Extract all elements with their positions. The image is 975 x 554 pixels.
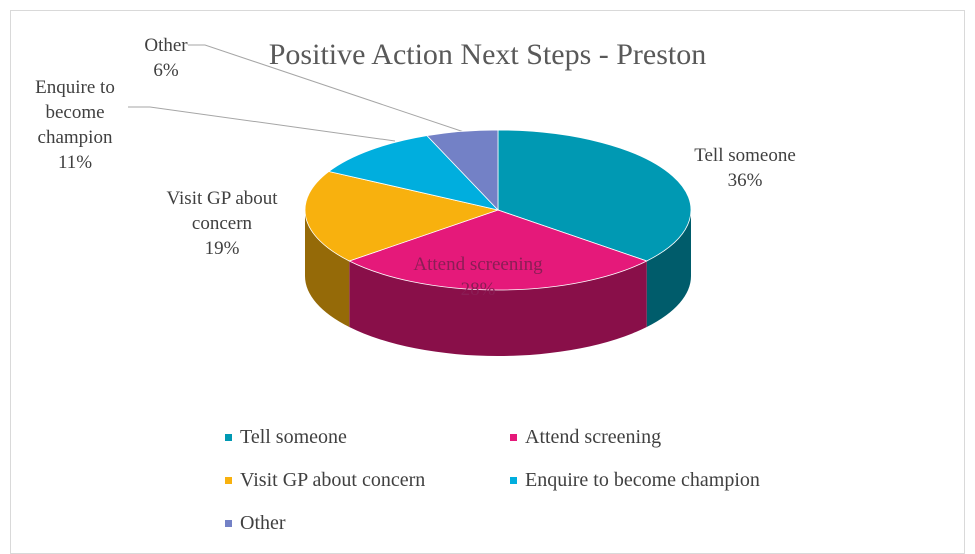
legend-label: Enquire to become champion (525, 468, 760, 491)
value-label: 19% (204, 238, 240, 259)
category-label: Attend screening (413, 254, 543, 275)
chart-title: Positive Action Next Steps - Preston (268, 38, 707, 71)
slice (327, 135, 500, 211)
category-label: Other (144, 35, 188, 56)
legend-label: Attend screening (525, 425, 662, 448)
legend-item: Attend screening (510, 424, 661, 450)
data-label: Attend screening 28% (380, 252, 576, 302)
slice (426, 129, 499, 211)
value-label: 6% (153, 60, 179, 81)
legend-label: Tell someone (240, 425, 347, 448)
legend-swatch (225, 433, 232, 441)
category-label: Tell someone (694, 145, 796, 166)
legend-swatch (510, 433, 517, 441)
data-label: Tell someone 36% (660, 143, 830, 193)
slice-side (305, 210, 350, 327)
data-label: Other 6% (126, 33, 206, 83)
leader-line (128, 106, 396, 142)
slice (497, 129, 692, 262)
value-label: 11% (57, 152, 93, 173)
legend-item: Visit GP about concern (225, 467, 425, 493)
legend-item: Other (225, 510, 286, 536)
slice (348, 209, 648, 291)
legend-swatch (510, 476, 517, 484)
value-label: 36% (727, 170, 763, 191)
leader-line (188, 44, 471, 135)
data-label: Visit GP about concern 19% (142, 186, 302, 261)
category-label: Visit GP about concern (166, 188, 278, 234)
category-label: Enquire to become champion (35, 77, 115, 148)
value-label: 28% (460, 279, 496, 300)
legend-label: Other (240, 511, 286, 534)
slice-side (646, 210, 691, 327)
legend-swatch (225, 476, 232, 484)
legend-swatch (225, 519, 232, 527)
legend-item: Enquire to become champion (510, 467, 760, 493)
data-label: Enquire to become champion 11% (18, 75, 132, 175)
slice (304, 171, 500, 262)
legend-item: Tell someone (225, 424, 347, 450)
legend-label: Visit GP about concern (240, 468, 426, 491)
slice-side (349, 260, 647, 356)
